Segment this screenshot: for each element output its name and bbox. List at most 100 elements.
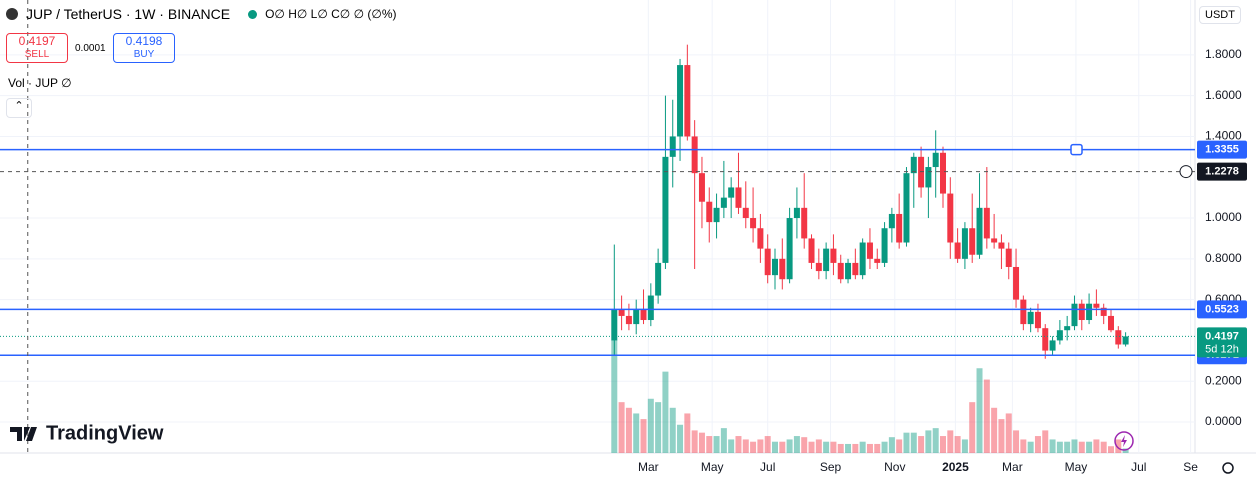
candle-body	[888, 213, 895, 229]
volume-bar	[976, 368, 983, 453]
volume-bar	[655, 402, 662, 453]
candle-body	[1020, 299, 1027, 325]
candle-body	[735, 187, 742, 208]
x-tick-label: May	[1065, 460, 1088, 474]
candle-body	[1013, 266, 1020, 300]
volume-bar	[662, 371, 669, 453]
volume-bar	[647, 398, 654, 453]
candle-body	[1071, 303, 1078, 327]
line-handle[interactable]	[1070, 143, 1083, 156]
volume-bar	[1034, 436, 1041, 453]
candle-body	[633, 309, 640, 325]
candle-body	[991, 238, 998, 243]
candle-body	[925, 167, 932, 188]
volume-bar	[1086, 441, 1093, 453]
price-tag-label: 0.5523	[1205, 303, 1239, 315]
candle-body	[757, 228, 764, 249]
collapse-button[interactable]: ⌃	[6, 98, 32, 118]
volume-bar	[793, 436, 800, 453]
candle-body	[1034, 311, 1041, 329]
volume-bar	[983, 379, 990, 453]
x-tick-label: Jul	[760, 460, 775, 474]
candle-body	[618, 309, 625, 316]
volume-bar	[881, 441, 888, 453]
candle-body	[698, 173, 705, 202]
candle-body	[728, 187, 735, 198]
candle-body	[837, 262, 844, 280]
volume-bar	[947, 430, 954, 453]
candle-body	[1005, 248, 1012, 267]
candle-body	[998, 242, 1005, 249]
candle-body	[961, 228, 968, 259]
candle-body	[954, 242, 961, 259]
candle-body	[808, 238, 815, 263]
candle-body	[793, 207, 800, 219]
candle-body	[786, 218, 793, 280]
volume-bar	[1005, 413, 1012, 453]
candle-body	[801, 207, 808, 239]
candle-body	[779, 258, 786, 280]
candle-body	[1086, 303, 1093, 321]
y-tick-label: 1.0000	[1205, 210, 1242, 224]
volume-bar	[925, 430, 932, 453]
alert-icon[interactable]	[1114, 431, 1134, 451]
sell-button[interactable]: 0.4197 SELL	[6, 33, 68, 63]
x-tick-label: 2025	[942, 460, 969, 474]
volume-bar	[815, 439, 822, 453]
volume-bar	[910, 432, 917, 453]
volume-bar	[1064, 441, 1071, 453]
symbol-title[interactable]: JUP / TetherUS · 1W · BINANCE	[26, 6, 231, 22]
x-tick-label: Mar	[1002, 460, 1023, 474]
y-tick-label: 0.0000	[1205, 414, 1242, 428]
volume-bar	[991, 407, 998, 453]
volume-bar	[808, 441, 815, 453]
candle-body	[918, 156, 925, 188]
candle-body	[1056, 330, 1063, 341]
status-dot	[248, 9, 258, 19]
candle-body	[815, 262, 822, 272]
volume-bar	[633, 413, 640, 453]
spread: 0.0001	[75, 43, 106, 54]
volume-bar	[859, 441, 866, 453]
candle-body	[611, 309, 618, 341]
volume-bar	[677, 424, 684, 453]
volume-bar	[961, 439, 968, 453]
volume-bar	[845, 443, 852, 453]
candle-body	[881, 228, 888, 263]
buy-price: 0.4198	[125, 34, 163, 48]
candle-body	[1042, 328, 1049, 351]
add-alert[interactable]	[1179, 165, 1193, 179]
x-tick-label: May	[701, 460, 724, 474]
alert-bolt	[1121, 435, 1127, 447]
candle-body	[976, 207, 983, 255]
volume-bar	[640, 419, 647, 453]
candle-body	[1093, 303, 1100, 308]
candle-body	[1078, 303, 1085, 321]
y-tick-label: 1.6000	[1205, 88, 1242, 102]
volume-bar	[837, 443, 844, 453]
price-tag-label: 1.3355	[1205, 144, 1239, 156]
candle-body	[823, 248, 830, 272]
volume-bar	[1013, 430, 1020, 453]
candle-body	[932, 152, 939, 168]
x-tick-label: Se	[1183, 460, 1198, 474]
volume-bar	[720, 428, 727, 453]
volume-bar	[735, 436, 742, 453]
volume-bar	[691, 430, 698, 453]
candle-body	[1107, 315, 1114, 331]
currency-selector[interactable]: USDT	[1199, 6, 1241, 24]
candle-body	[896, 213, 903, 243]
countdown-label: 5d 12h	[1205, 343, 1239, 355]
price-tag-label: 0.4197	[1205, 330, 1239, 342]
volume-bar	[1100, 441, 1107, 453]
candle-body	[1122, 336, 1129, 345]
buy-button[interactable]: 0.4198 BUY	[113, 33, 175, 63]
symbol-icon	[6, 8, 18, 20]
volume-bar	[625, 407, 632, 453]
settings-icon[interactable]	[1222, 462, 1234, 474]
x-tick-label: Sep	[820, 460, 842, 474]
volume-bar	[706, 436, 713, 453]
candle-body	[625, 315, 632, 325]
candle-body	[691, 136, 698, 174]
brand-logo	[10, 427, 37, 441]
